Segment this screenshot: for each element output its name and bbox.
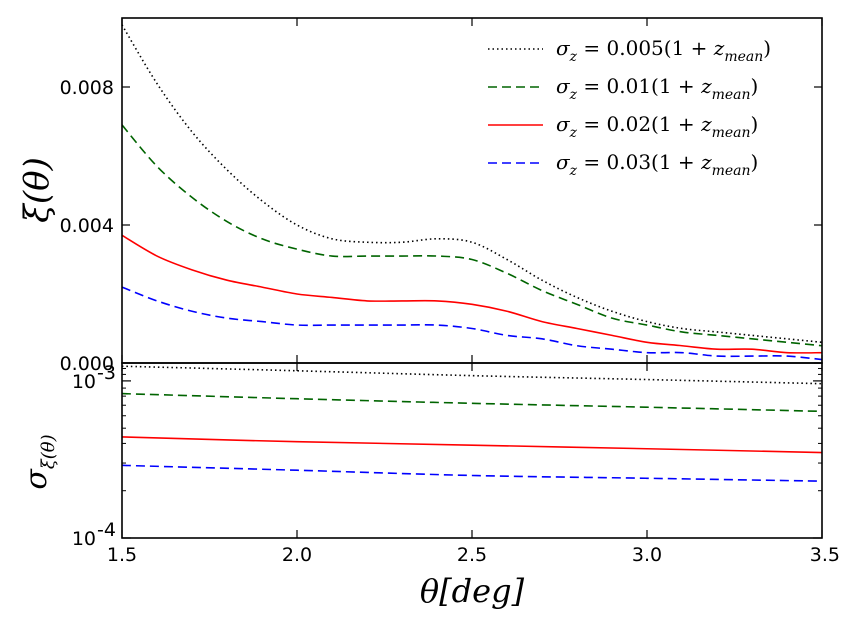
top-y-tick-label: 0.004 <box>60 215 114 237</box>
bottom-series-line-3 <box>121 436 823 454</box>
bottom-plot-frame <box>121 362 823 539</box>
bottom-y-axis-title-main: σ <box>19 468 54 490</box>
top-y-tick-label: 0.008 <box>60 77 114 99</box>
bottom-x-ticks: 1.5 2.0 2.5 3.0 3.5 <box>107 363 840 566</box>
x-tick-label: 2.0 <box>282 544 312 566</box>
bottom-y-tick-exponent: -4 <box>97 519 116 541</box>
x-tick-label: 3.0 <box>632 544 662 566</box>
top-series-line-2 <box>121 124 823 347</box>
legend-label-2: σz = 0.01(1 + zmean) <box>556 74 758 103</box>
top-series-line-1 <box>121 24 823 344</box>
bottom-y-tick-label: 10 <box>72 371 96 393</box>
bottom-y-tick-exponent: -3 <box>97 362 116 384</box>
bottom-y-axis-title-sub: ξ(θ) <box>38 434 59 469</box>
top-series-group <box>121 24 823 361</box>
top-y-ticks: 0.000 0.004 0.008 <box>60 18 823 375</box>
bottom-y-tick-label: 10 <box>72 528 96 550</box>
x-tick-label: 1.5 <box>107 544 137 566</box>
bottom-series-line-1 <box>121 365 823 385</box>
bottom-y-ticks: 10-410-3 <box>72 362 822 550</box>
x-tick-label: 2.5 <box>457 544 487 566</box>
top-y-tick-label: 0.000 <box>60 353 114 375</box>
legend-label-1: σz = 0.005(1 + zmean) <box>556 36 771 65</box>
bottom-series-line-2 <box>121 392 823 413</box>
bottom-series-group <box>121 365 823 482</box>
top-series-line-3 <box>121 234 823 354</box>
bottom-series-line-4 <box>121 464 823 482</box>
top-plot-frame <box>121 17 823 364</box>
legend-label-4: σz = 0.03(1 + zmean) <box>556 150 758 179</box>
bottom-panel: 10-410-3 1.5 2.0 2.5 3.0 3.5 σξ(θ) θ[deg] <box>19 362 840 610</box>
top-y-axis-title: ξ(θ) <box>17 157 57 223</box>
bottom-y-axis-title: σξ(θ) <box>19 434 59 489</box>
top-series-line-4 <box>121 286 823 361</box>
x-axis-title: θ[deg] <box>420 572 525 610</box>
x-tick-label: 3.5 <box>810 544 840 566</box>
legend-label-3: σz = 0.02(1 + zmean) <box>556 112 758 141</box>
legend: σz = 0.005(1 + zmean) σz = 0.01(1 + zmean… <box>488 36 771 179</box>
